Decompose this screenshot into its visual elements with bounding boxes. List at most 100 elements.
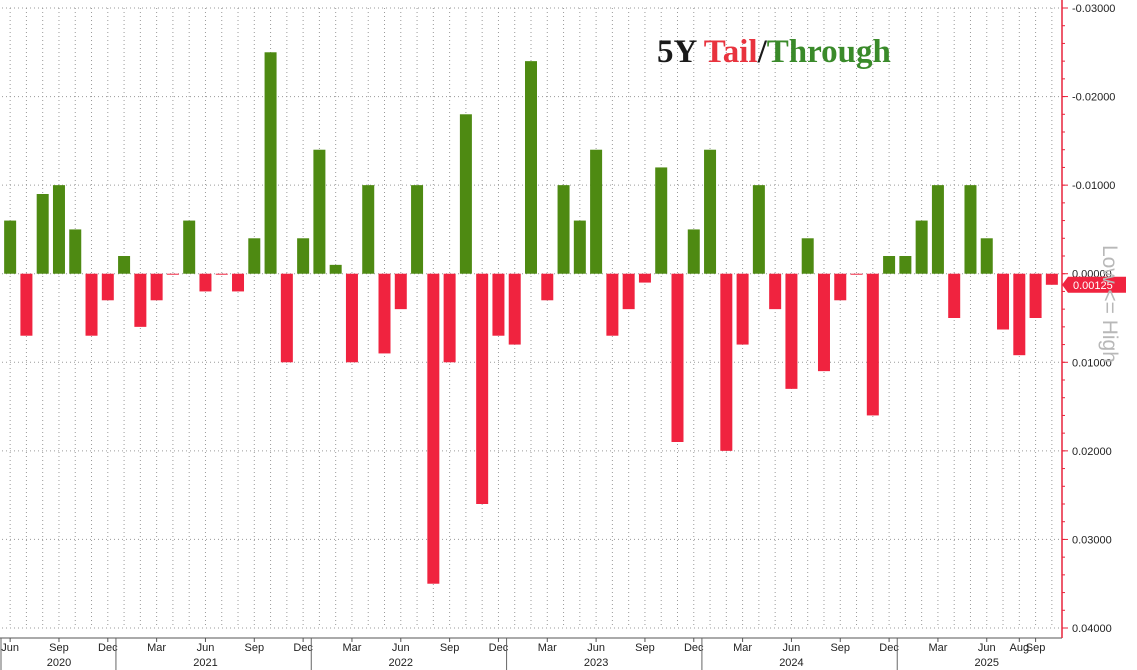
x-tick-label-month: Jun (1, 642, 19, 654)
title-part-slash: / (757, 34, 768, 70)
y-tick-label: -0.02000 (1072, 92, 1115, 104)
x-tick-label-month: Mar (342, 642, 361, 654)
bar-through (313, 149, 326, 274)
bar-tail (736, 273, 749, 345)
bar-through (573, 220, 586, 274)
bar-through (899, 256, 912, 274)
y-axis: -0.03000-0.02000-0.010000.000000.010000.… (1061, 0, 1126, 638)
bar-through (329, 264, 342, 274)
bar-tail (378, 273, 391, 354)
bar-tail (508, 273, 521, 345)
bar-tail (638, 273, 651, 283)
x-axis: Jun Sep Dec Mar Jun Sep Dec Mar Jun Sep Dec Mar Jun S… (0, 637, 1062, 670)
bar-through (525, 61, 537, 274)
bar-through (459, 114, 472, 274)
bar-tail (280, 273, 293, 363)
bar-through (980, 238, 993, 274)
bar-through (297, 238, 310, 274)
bar-through (931, 185, 944, 274)
bar-tail (997, 273, 1010, 330)
bar-through (183, 220, 196, 274)
x-tick-label-year: 2020 (47, 657, 71, 669)
bar-tail (606, 273, 619, 336)
bar-through (69, 229, 82, 274)
bar-through (362, 185, 375, 274)
bars (4, 52, 1058, 584)
x-tick-label-month: Dec (684, 642, 704, 654)
bar-tail (476, 273, 489, 504)
x-tick-label-month: Jun (197, 642, 215, 654)
x-tick-label-month: Dec (293, 642, 313, 654)
x-tick-label-year: 2025 (975, 657, 999, 669)
bar-tail (834, 273, 847, 301)
y-tick-label: -0.03000 (1072, 3, 1115, 15)
x-tick-label-month: Mar (147, 642, 166, 654)
bar-through (590, 149, 603, 274)
x-tick-label-month: Dec (879, 642, 899, 654)
x-tick-label-month: Dec (98, 642, 118, 654)
x-tick-label-month: Sep (635, 642, 655, 654)
bar-through (655, 167, 668, 274)
x-tick-label-month: Mar (928, 642, 947, 654)
bar-through (264, 52, 277, 274)
bar-tail (1029, 273, 1042, 318)
bar-tail (134, 273, 147, 327)
y-axis-label: Low <= High (1098, 245, 1121, 363)
last-value-label: 0.00125 (1073, 280, 1113, 292)
bar-tail (866, 273, 879, 416)
bar-tail (1045, 273, 1058, 285)
bar-through (687, 229, 700, 274)
x-tick-label-month: Jun (978, 642, 996, 654)
bar-tail (541, 273, 554, 301)
bar-through (36, 194, 49, 274)
x-tick-label-month: Sep (440, 642, 460, 654)
x-tick-label-month: Sep (245, 642, 265, 654)
bar-tail (345, 273, 358, 363)
title-part-through: Through (767, 34, 891, 70)
bar-tail (948, 273, 961, 318)
bar-tail (150, 273, 163, 301)
x-tick-label-month: Jun (783, 642, 801, 654)
bar-through (557, 185, 570, 274)
x-tick-label-month: Aug (1010, 642, 1030, 654)
bar-tail (85, 273, 98, 336)
bar-tail (166, 273, 179, 275)
x-tick-label-month: Jun (587, 642, 605, 654)
x-tick-label-year: 2023 (584, 657, 608, 669)
x-tick-label-month: Sep (49, 642, 69, 654)
bar-tail (101, 273, 114, 301)
bar-through (411, 185, 424, 274)
bar-tail (769, 273, 782, 310)
last-value-badge (1062, 276, 1126, 293)
y-tick-label: 0.04000 (1072, 623, 1112, 635)
x-tick-label-month: Jun (392, 642, 410, 654)
bar-tail (622, 273, 635, 310)
bar-tail (215, 273, 228, 275)
bar-through (118, 256, 131, 274)
gridlines (2, 7, 1060, 629)
bar-tail (817, 273, 830, 372)
bar-tail (199, 273, 212, 292)
bar-tail (443, 273, 456, 363)
x-tick-label-month: Dec (489, 642, 509, 654)
x-tick-label-month: Mar (733, 642, 752, 654)
bar-tail (785, 273, 798, 389)
x-tick-label-year: 2021 (193, 657, 217, 669)
bar-through (883, 256, 896, 274)
bar-tail (427, 273, 440, 584)
bar-tail (720, 273, 733, 451)
y-tick-label: 0.01000 (1072, 357, 1112, 369)
bar-through (752, 185, 765, 274)
bar-through (52, 185, 65, 274)
bar-through (964, 185, 977, 274)
bar-through (704, 149, 717, 274)
y-tick-label: -0.01000 (1072, 180, 1115, 192)
x-tick-label-year: 2022 (389, 657, 413, 669)
title-part-tail: Tail (704, 34, 758, 70)
y-tick-label: 0.03000 (1072, 534, 1112, 546)
x-tick-label-month: Sep (1026, 642, 1046, 654)
x-tick-label-year: 2024 (779, 657, 803, 669)
bar-tail (492, 273, 505, 336)
x-tick-label-month: Mar (538, 642, 557, 654)
